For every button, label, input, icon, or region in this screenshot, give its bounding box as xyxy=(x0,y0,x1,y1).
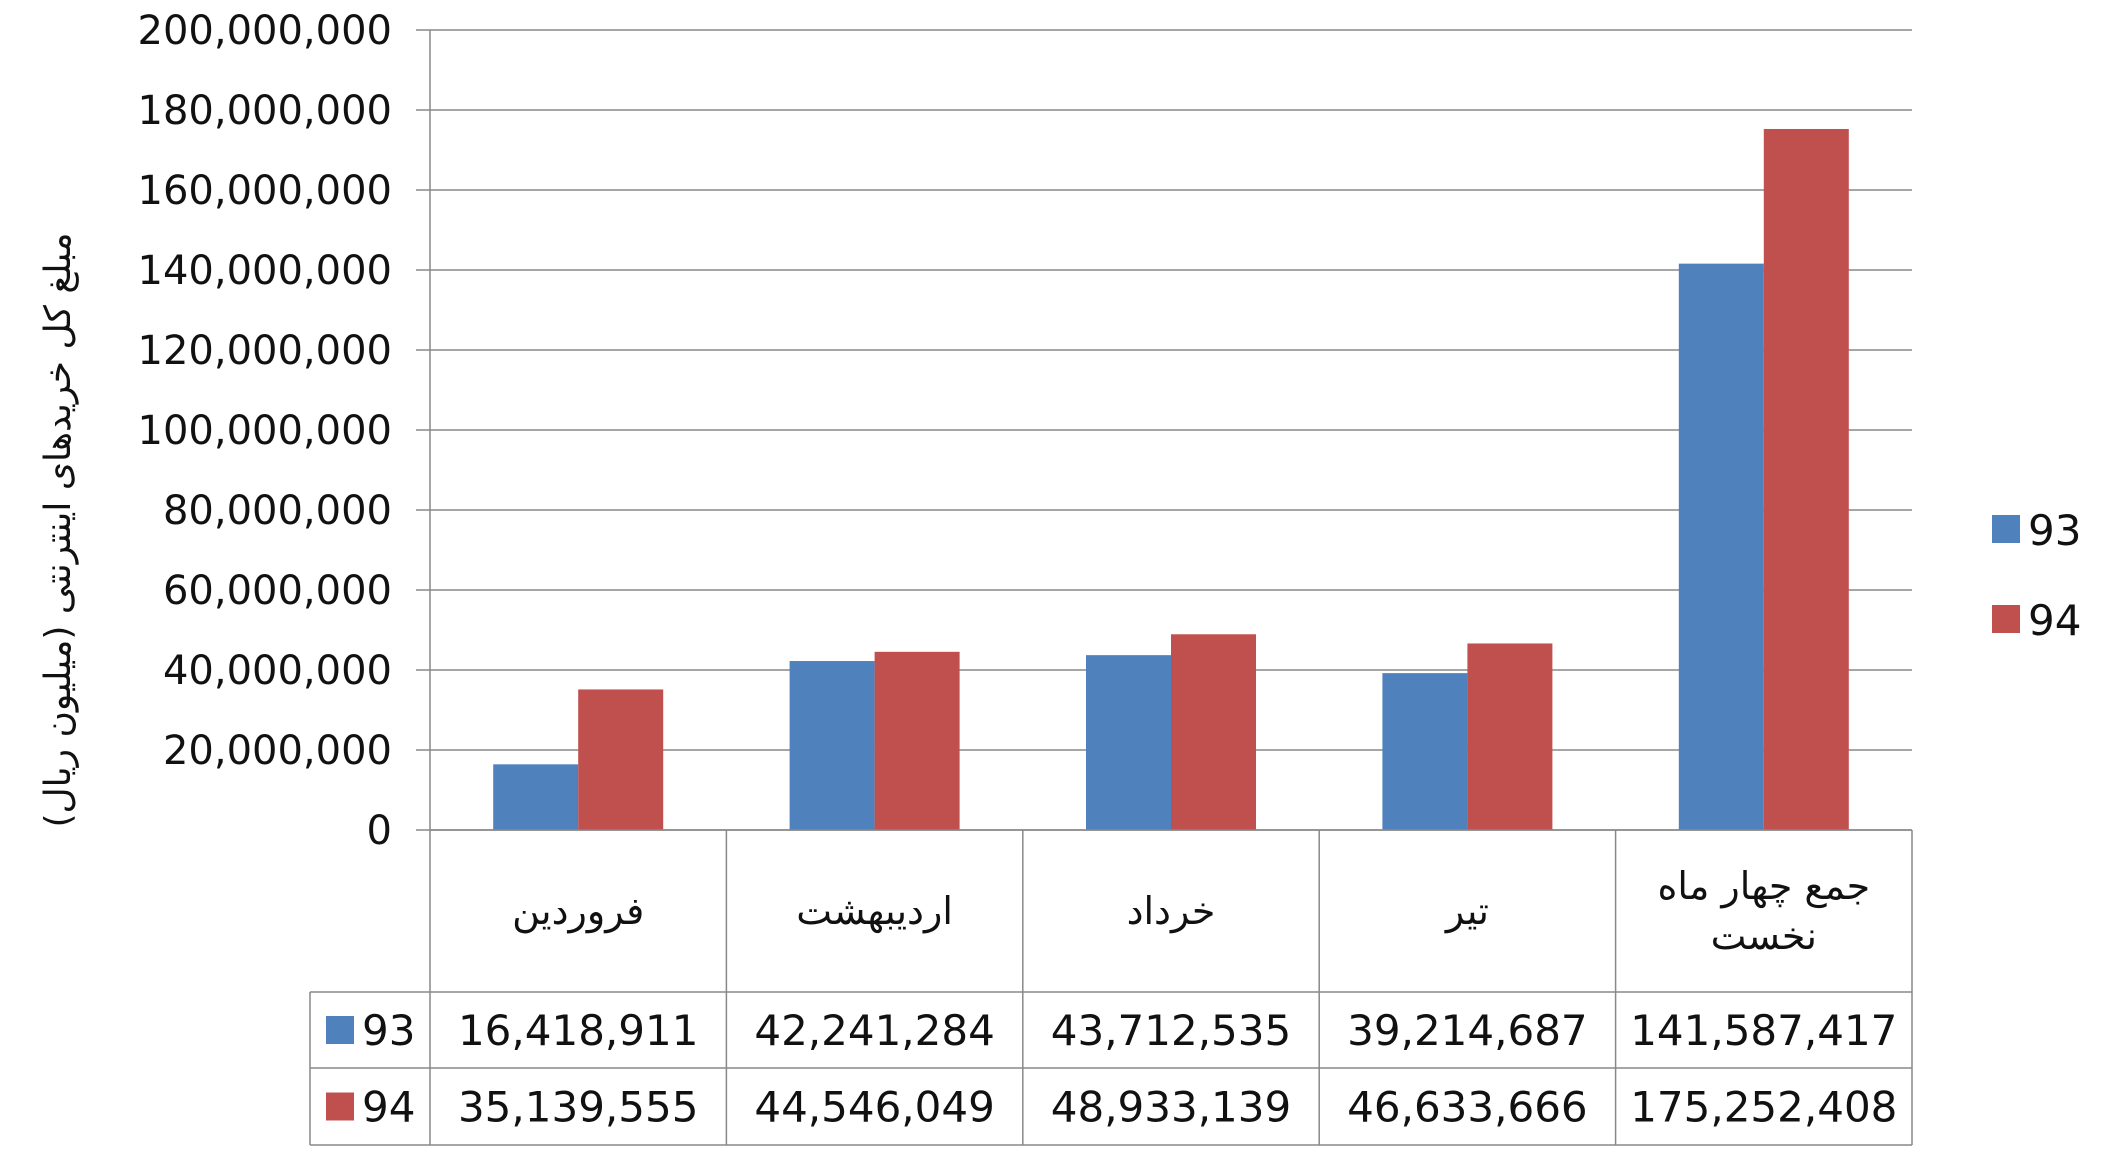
data-label: 16,418,911 xyxy=(458,1006,698,1055)
table-legend-swatch xyxy=(326,1016,354,1044)
legend: 93 94 xyxy=(1992,506,2081,645)
y-tick-label: 80,000,000 xyxy=(163,488,392,534)
table-series-label: 93 xyxy=(362,1006,415,1055)
data-label: 43,712,535 xyxy=(1051,1006,1291,1055)
bar-94-2 xyxy=(874,651,960,830)
y-tick-label: 140,000,000 xyxy=(138,248,392,294)
gridlines xyxy=(430,29,1912,831)
data-label: 46,633,666 xyxy=(1347,1083,1587,1132)
y-tick-label: 60,000,000 xyxy=(163,568,392,614)
x-tick-label: نخست xyxy=(1711,914,1817,958)
legend-entry: 93 xyxy=(2028,506,2081,555)
table-legend-swatch xyxy=(326,1092,354,1121)
legend-swatch xyxy=(1992,605,2020,633)
bar-94-1 xyxy=(578,689,664,830)
bar-93-5 xyxy=(1678,263,1764,830)
data-label: 175,252,408 xyxy=(1630,1083,1897,1132)
data-label: 141,587,417 xyxy=(1630,1006,1897,1055)
y-axis-label: مبلغ کل خریدهای اینترنتی (میلیون ریال) xyxy=(38,232,79,827)
y-tick-label: 40,000,000 xyxy=(163,648,392,694)
data-label: 35,139,555 xyxy=(458,1083,698,1132)
bar-94-3 xyxy=(1171,634,1256,830)
legend-entry: 94 xyxy=(2028,596,2081,645)
bar-93-1 xyxy=(493,764,579,830)
bar-94-5 xyxy=(1763,128,1849,831)
x-tick-label: خرداد xyxy=(1127,889,1216,934)
y-tick-label: 160,000,000 xyxy=(138,168,392,214)
y-tick-label: 200,000,000 xyxy=(138,8,392,54)
bar-93-3 xyxy=(1086,655,1171,830)
y-tick-label: 100,000,000 xyxy=(138,408,392,454)
x-tick-label: اردیبهشت xyxy=(796,889,953,934)
bar-93-2 xyxy=(789,661,875,830)
y-tick-label: 180,000,000 xyxy=(138,88,392,134)
data-label: 48,933,139 xyxy=(1051,1083,1291,1132)
data-label: 39,214,687 xyxy=(1347,1006,1587,1055)
x-tick-label: تیر xyxy=(1444,889,1489,934)
table-series-label: 94 xyxy=(362,1083,415,1132)
bar-93-4 xyxy=(1382,673,1468,830)
legend-swatch xyxy=(1992,515,2020,543)
x-tick-label: جمع چهار ماه xyxy=(1657,864,1870,909)
data-table: فروردین اردیبهشت خرداد تیر جمع چهار ماه نخست 9… xyxy=(309,829,1913,1146)
y-tick-label: 0 xyxy=(367,808,392,854)
y-tick-label: 20,000,000 xyxy=(163,728,392,774)
data-label: 44,546,049 xyxy=(754,1083,994,1132)
data-label: 42,241,284 xyxy=(754,1006,994,1055)
bar-94-4 xyxy=(1467,643,1553,830)
y-tick-label: 120,000,000 xyxy=(138,328,392,374)
x-tick-label: فروردین xyxy=(512,889,644,934)
bars xyxy=(493,128,1849,831)
y-axis-ticks: 0 20,000,000 40,000,000 60,000,000 80,000,00… xyxy=(138,8,431,854)
